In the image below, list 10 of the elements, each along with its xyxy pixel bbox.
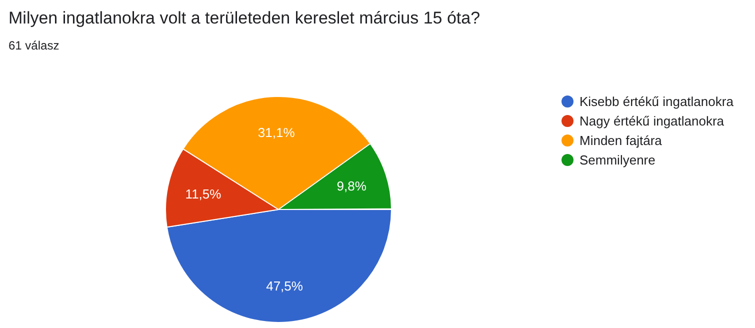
- legend-label: Nagy értékű ingatlanokra: [580, 114, 725, 128]
- chart-title: Milyen ingatlanokra volt a területeden kereslet március 15 óta?: [8, 8, 480, 28]
- data-label: 11,5%: [185, 186, 222, 202]
- legend-label: Minden fajtára: [580, 133, 663, 148]
- data-label: 31,1%: [258, 125, 296, 140]
- data-label: 47,5%: [266, 278, 304, 294]
- legend-label: Semmilyenre: [580, 152, 656, 168]
- legend-label: Kisebb értékű ingatlanokra: [580, 94, 734, 109]
- data-label: 9,8%: [336, 178, 367, 194]
- text: 61 válasz: [8, 38, 60, 52]
